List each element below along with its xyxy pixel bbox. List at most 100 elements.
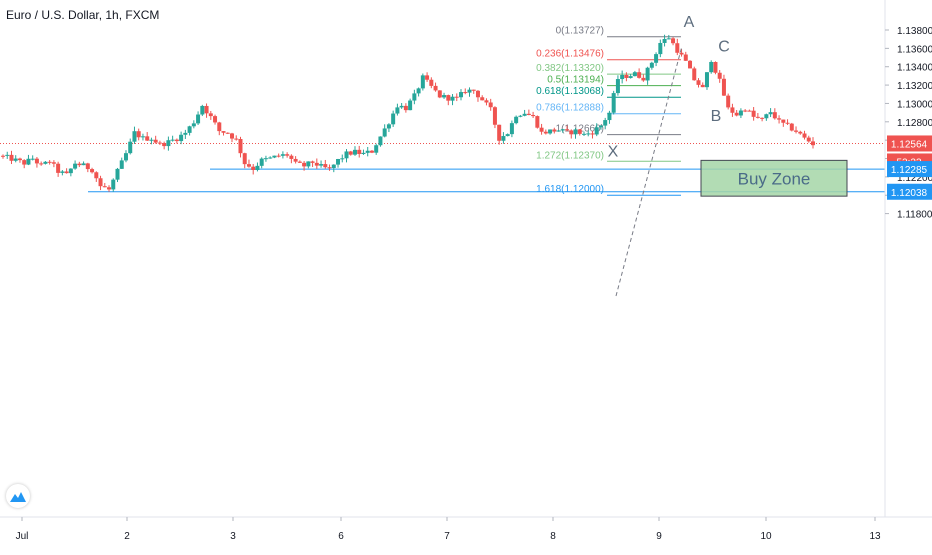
candle[interactable] — [573, 127, 578, 139]
candle[interactable] — [772, 108, 777, 120]
candle[interactable] — [811, 137, 815, 149]
buy-zone[interactable]: Buy Zone — [700, 159, 848, 197]
candle[interactable] — [293, 156, 298, 164]
candle[interactable] — [81, 161, 86, 166]
candle[interactable] — [768, 108, 773, 118]
candle[interactable] — [280, 151, 285, 159]
candle[interactable] — [196, 111, 201, 126]
candle[interactable] — [412, 89, 417, 105]
candle[interactable] — [442, 92, 447, 99]
candle[interactable] — [433, 82, 438, 92]
candle[interactable] — [531, 111, 536, 118]
candle[interactable] — [348, 150, 353, 156]
candle[interactable] — [56, 161, 61, 177]
candle[interactable] — [319, 160, 324, 168]
candle[interactable] — [806, 135, 811, 143]
fib-level[interactable]: 0(1.13727) — [556, 26, 681, 38]
candle[interactable] — [755, 112, 760, 119]
candle[interactable] — [696, 78, 701, 88]
candle[interactable] — [382, 124, 387, 138]
candle[interactable] — [704, 72, 709, 90]
candle[interactable] — [140, 133, 145, 141]
candle[interactable] — [590, 130, 595, 139]
candle[interactable] — [666, 34, 671, 40]
candle[interactable] — [437, 90, 442, 99]
fib-level[interactable]: 1.272(1.12370) — [536, 150, 681, 162]
candle[interactable] — [399, 103, 404, 109]
candle[interactable] — [683, 51, 688, 61]
candle[interactable] — [603, 117, 608, 130]
candle[interactable] — [565, 125, 570, 132]
fib-level[interactable]: 0.618(1.13068) — [536, 86, 681, 98]
candle[interactable] — [463, 88, 468, 95]
candle[interactable] — [297, 160, 302, 164]
candle[interactable] — [675, 38, 680, 56]
candle[interactable] — [68, 168, 73, 177]
candle[interactable] — [9, 150, 14, 165]
candle[interactable] — [51, 160, 56, 168]
candle[interactable] — [586, 130, 591, 137]
candle[interactable] — [111, 178, 116, 192]
candle[interactable] — [721, 74, 726, 96]
candle[interactable] — [200, 104, 205, 117]
candle[interactable] — [577, 129, 582, 136]
candle[interactable] — [183, 129, 188, 139]
candle[interactable] — [149, 137, 154, 145]
candle[interactable] — [191, 120, 196, 129]
candle[interactable] — [276, 153, 281, 158]
candle[interactable] — [649, 61, 654, 70]
candle[interactable] — [119, 157, 124, 169]
candle[interactable] — [13, 155, 18, 163]
candle[interactable] — [730, 103, 735, 117]
candle[interactable] — [738, 108, 743, 119]
candle[interactable] — [403, 103, 408, 113]
tradingview-logo-icon[interactable] — [6, 484, 30, 508]
candle[interactable] — [128, 138, 133, 155]
candle[interactable] — [340, 154, 345, 163]
candle[interactable] — [743, 109, 748, 113]
candle[interactable] — [391, 110, 396, 127]
candle[interactable] — [314, 158, 319, 169]
candle[interactable] — [747, 109, 752, 112]
candle[interactable] — [556, 130, 561, 132]
candle[interactable] — [246, 159, 251, 168]
candle[interactable] — [94, 171, 99, 182]
candle[interactable] — [132, 126, 137, 144]
candle[interactable] — [64, 168, 69, 174]
candle[interactable] — [285, 152, 290, 158]
candle[interactable] — [374, 143, 379, 155]
candle[interactable] — [709, 60, 714, 74]
candle[interactable] — [5, 151, 10, 159]
candle[interactable] — [726, 93, 731, 110]
candle[interactable] — [518, 114, 523, 118]
candle[interactable] — [581, 131, 586, 136]
candle[interactable] — [645, 66, 650, 85]
candle[interactable] — [43, 161, 48, 165]
candle[interactable] — [429, 77, 434, 89]
candle[interactable] — [802, 130, 807, 140]
candle[interactable] — [475, 90, 480, 102]
candle[interactable] — [700, 82, 705, 88]
candle[interactable] — [539, 123, 544, 135]
candle[interactable] — [361, 149, 366, 155]
candle[interactable] — [213, 114, 218, 125]
candle[interactable] — [552, 127, 557, 134]
candle[interactable] — [717, 70, 722, 83]
candle[interactable] — [77, 161, 82, 168]
candle[interactable] — [467, 87, 472, 97]
candle[interactable] — [365, 146, 370, 157]
candle[interactable] — [654, 52, 659, 67]
candle[interactable] — [157, 140, 162, 146]
candle[interactable] — [331, 164, 336, 173]
candle[interactable] — [509, 120, 514, 138]
fib-level[interactable]: 0.382(1.13320) — [536, 63, 681, 75]
candle[interactable] — [611, 90, 616, 115]
candle[interactable] — [153, 135, 158, 144]
candle[interactable] — [671, 37, 676, 46]
candle[interactable] — [310, 160, 315, 167]
fib-level[interactable]: 0.236(1.13476) — [536, 49, 681, 61]
candle[interactable] — [26, 154, 31, 166]
candle[interactable] — [569, 129, 574, 139]
fib-level[interactable]: 0.786(1.12888) — [536, 103, 681, 115]
